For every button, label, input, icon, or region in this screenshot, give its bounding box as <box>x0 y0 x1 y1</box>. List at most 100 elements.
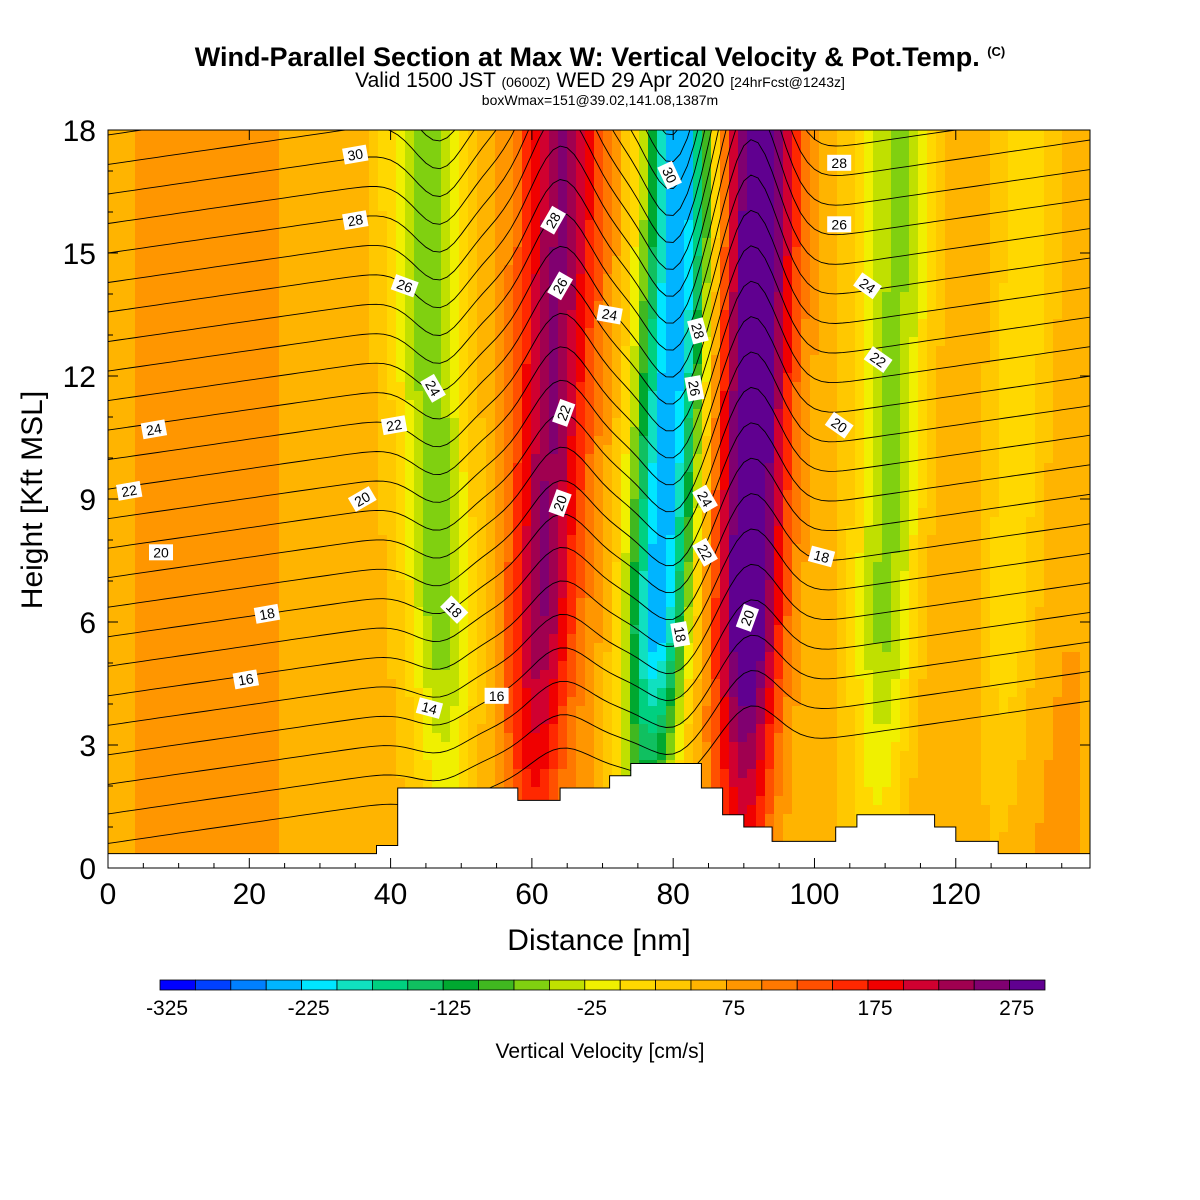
y-tick-label: 6 <box>79 607 96 640</box>
theta-contour-line <box>108 700 1090 844</box>
colorbar-swatch <box>407 979 444 991</box>
contour-label: 26 <box>684 375 705 402</box>
x-tick-label: 120 <box>931 878 981 911</box>
x-tick-label: 20 <box>233 878 266 911</box>
colorbar-swatch <box>726 979 763 991</box>
colorbar-swatch <box>832 979 869 991</box>
colorbar-swatch <box>336 979 373 991</box>
theta-contour-line <box>108 351 1090 549</box>
contour-label: 28 <box>687 317 709 345</box>
theta-contour-line <box>108 634 1090 785</box>
theta-contour-line <box>108 528 1090 697</box>
theta-contour-line <box>108 563 1090 726</box>
contour-labels: 30 28 26 24 22 20 18 16 14 16 18 20 22 24 28 26 24 22 20 30… <box>115 144 893 719</box>
contour-label: 18 <box>670 621 691 648</box>
contour-label: 16 <box>232 669 260 690</box>
y-tick-label: 9 <box>79 484 96 517</box>
contour-label: 22 <box>380 415 408 436</box>
colorbar-tick-label: -25 <box>577 997 607 1020</box>
x-axis-label: Distance [nm] <box>507 924 690 957</box>
theta-contour-line <box>108 174 1090 402</box>
contour-label: 20 <box>735 603 760 632</box>
colorbar-swatch <box>159 979 196 991</box>
y-tick-label: 12 <box>63 361 96 394</box>
colorbar-swatch <box>371 979 409 991</box>
theta-contour-line <box>108 422 1090 608</box>
colorbar-swatch <box>549 979 586 991</box>
theta-contour-line <box>108 670 1090 815</box>
theta-contour-line <box>108 130 691 170</box>
theta-contour-line <box>108 130 1090 313</box>
terrain-profile <box>107 763 1091 869</box>
colorbar-tick-label: -125 <box>429 997 471 1020</box>
contour-label: 22 <box>692 537 718 567</box>
contour-label: 24 <box>596 304 623 325</box>
colorbar-swatch <box>619 979 657 991</box>
theta-contour-line <box>108 280 1090 490</box>
theta-contour-line <box>108 139 1090 372</box>
colorbar-swatch <box>690 979 727 991</box>
theta-contour-line <box>108 130 706 225</box>
contour-label: 18 <box>253 603 281 624</box>
theta-contour-line <box>108 316 1090 520</box>
contour-label: 26 <box>390 274 419 298</box>
contour-label: 20 <box>149 544 173 561</box>
contour-label: 14 <box>415 697 444 719</box>
x-tick-label: 60 <box>515 878 548 911</box>
colorbar-swatch <box>903 979 940 991</box>
colorbar-swatch <box>1009 979 1046 991</box>
colorbar-swatch <box>194 979 232 991</box>
y-axis-label: Height [Kft MSL] <box>16 391 49 609</box>
colorbar-tick-label: 275 <box>999 997 1034 1020</box>
theta-contour-line <box>108 130 1090 283</box>
contour-label: 28 <box>827 154 852 171</box>
y-tick-label: 3 <box>79 730 96 763</box>
theta-contour-line <box>108 130 699 197</box>
contour-label: 28 <box>540 205 567 235</box>
contour-label: 26 <box>547 271 574 301</box>
x-tick-label: 0 <box>100 878 117 911</box>
contour-label: 24 <box>140 419 168 440</box>
colorbar-tick-label: -225 <box>288 997 330 1020</box>
contour-label: 24 <box>692 484 718 514</box>
colorbar-swatch <box>513 979 550 991</box>
colorbar-swatch <box>761 979 798 991</box>
y-tick-label: 15 <box>63 238 96 271</box>
contour-label: 20 <box>824 411 854 439</box>
x-tick-label: 80 <box>656 878 689 911</box>
axes: 0 20 40 60 80 100 120 0 3 6 9 12 15 18 <box>63 115 1090 911</box>
theta-contours <box>108 130 1090 844</box>
contour-label: 22 <box>863 346 893 374</box>
colorbar-swatch <box>478 979 515 991</box>
colorbar-swatch <box>584 979 621 991</box>
contour-label: 18 <box>440 595 469 624</box>
colorbar-swatch <box>265 979 303 991</box>
theta-contour-line <box>108 599 1090 756</box>
colorbar-swatch <box>442 979 480 991</box>
chart-title: Wind-Parallel Section at Max W: Vertical… <box>194 42 1006 72</box>
contour-label: 24 <box>420 373 446 403</box>
theta-contour-line <box>108 386 1090 579</box>
contour-label: 30 <box>657 160 682 190</box>
contour-label: 16 <box>484 687 509 704</box>
colorbar-swatch <box>301 979 338 991</box>
x-tick-label: 100 <box>789 878 839 911</box>
colorbar-tick-label: -325 <box>146 997 188 1020</box>
contour-label: 18 <box>807 545 836 568</box>
theta-contour-line <box>108 130 959 254</box>
x-tick-label: 40 <box>374 878 407 911</box>
theta-contour-line <box>108 245 1090 461</box>
colorbar: -325 -225 -125 -25 75 175 275 <box>146 979 1046 1020</box>
colorbar-label: Vertical Velocity [cm/s] <box>496 1040 705 1063</box>
terrain <box>107 763 1091 869</box>
chart-subtitle: Valid 1500 JST (0600Z) WED 29 Apr 2020 [… <box>355 69 845 92</box>
y-tick-label: 18 <box>63 115 96 148</box>
contour-label: 22 <box>552 398 576 427</box>
contour-label: 20 <box>548 489 572 518</box>
theta-contour-line <box>108 130 679 142</box>
theta-contour-line <box>108 493 1090 667</box>
contour-label: 24 <box>853 272 882 300</box>
colorbar-swatch <box>867 979 904 991</box>
colorbar-swatch <box>938 979 975 991</box>
